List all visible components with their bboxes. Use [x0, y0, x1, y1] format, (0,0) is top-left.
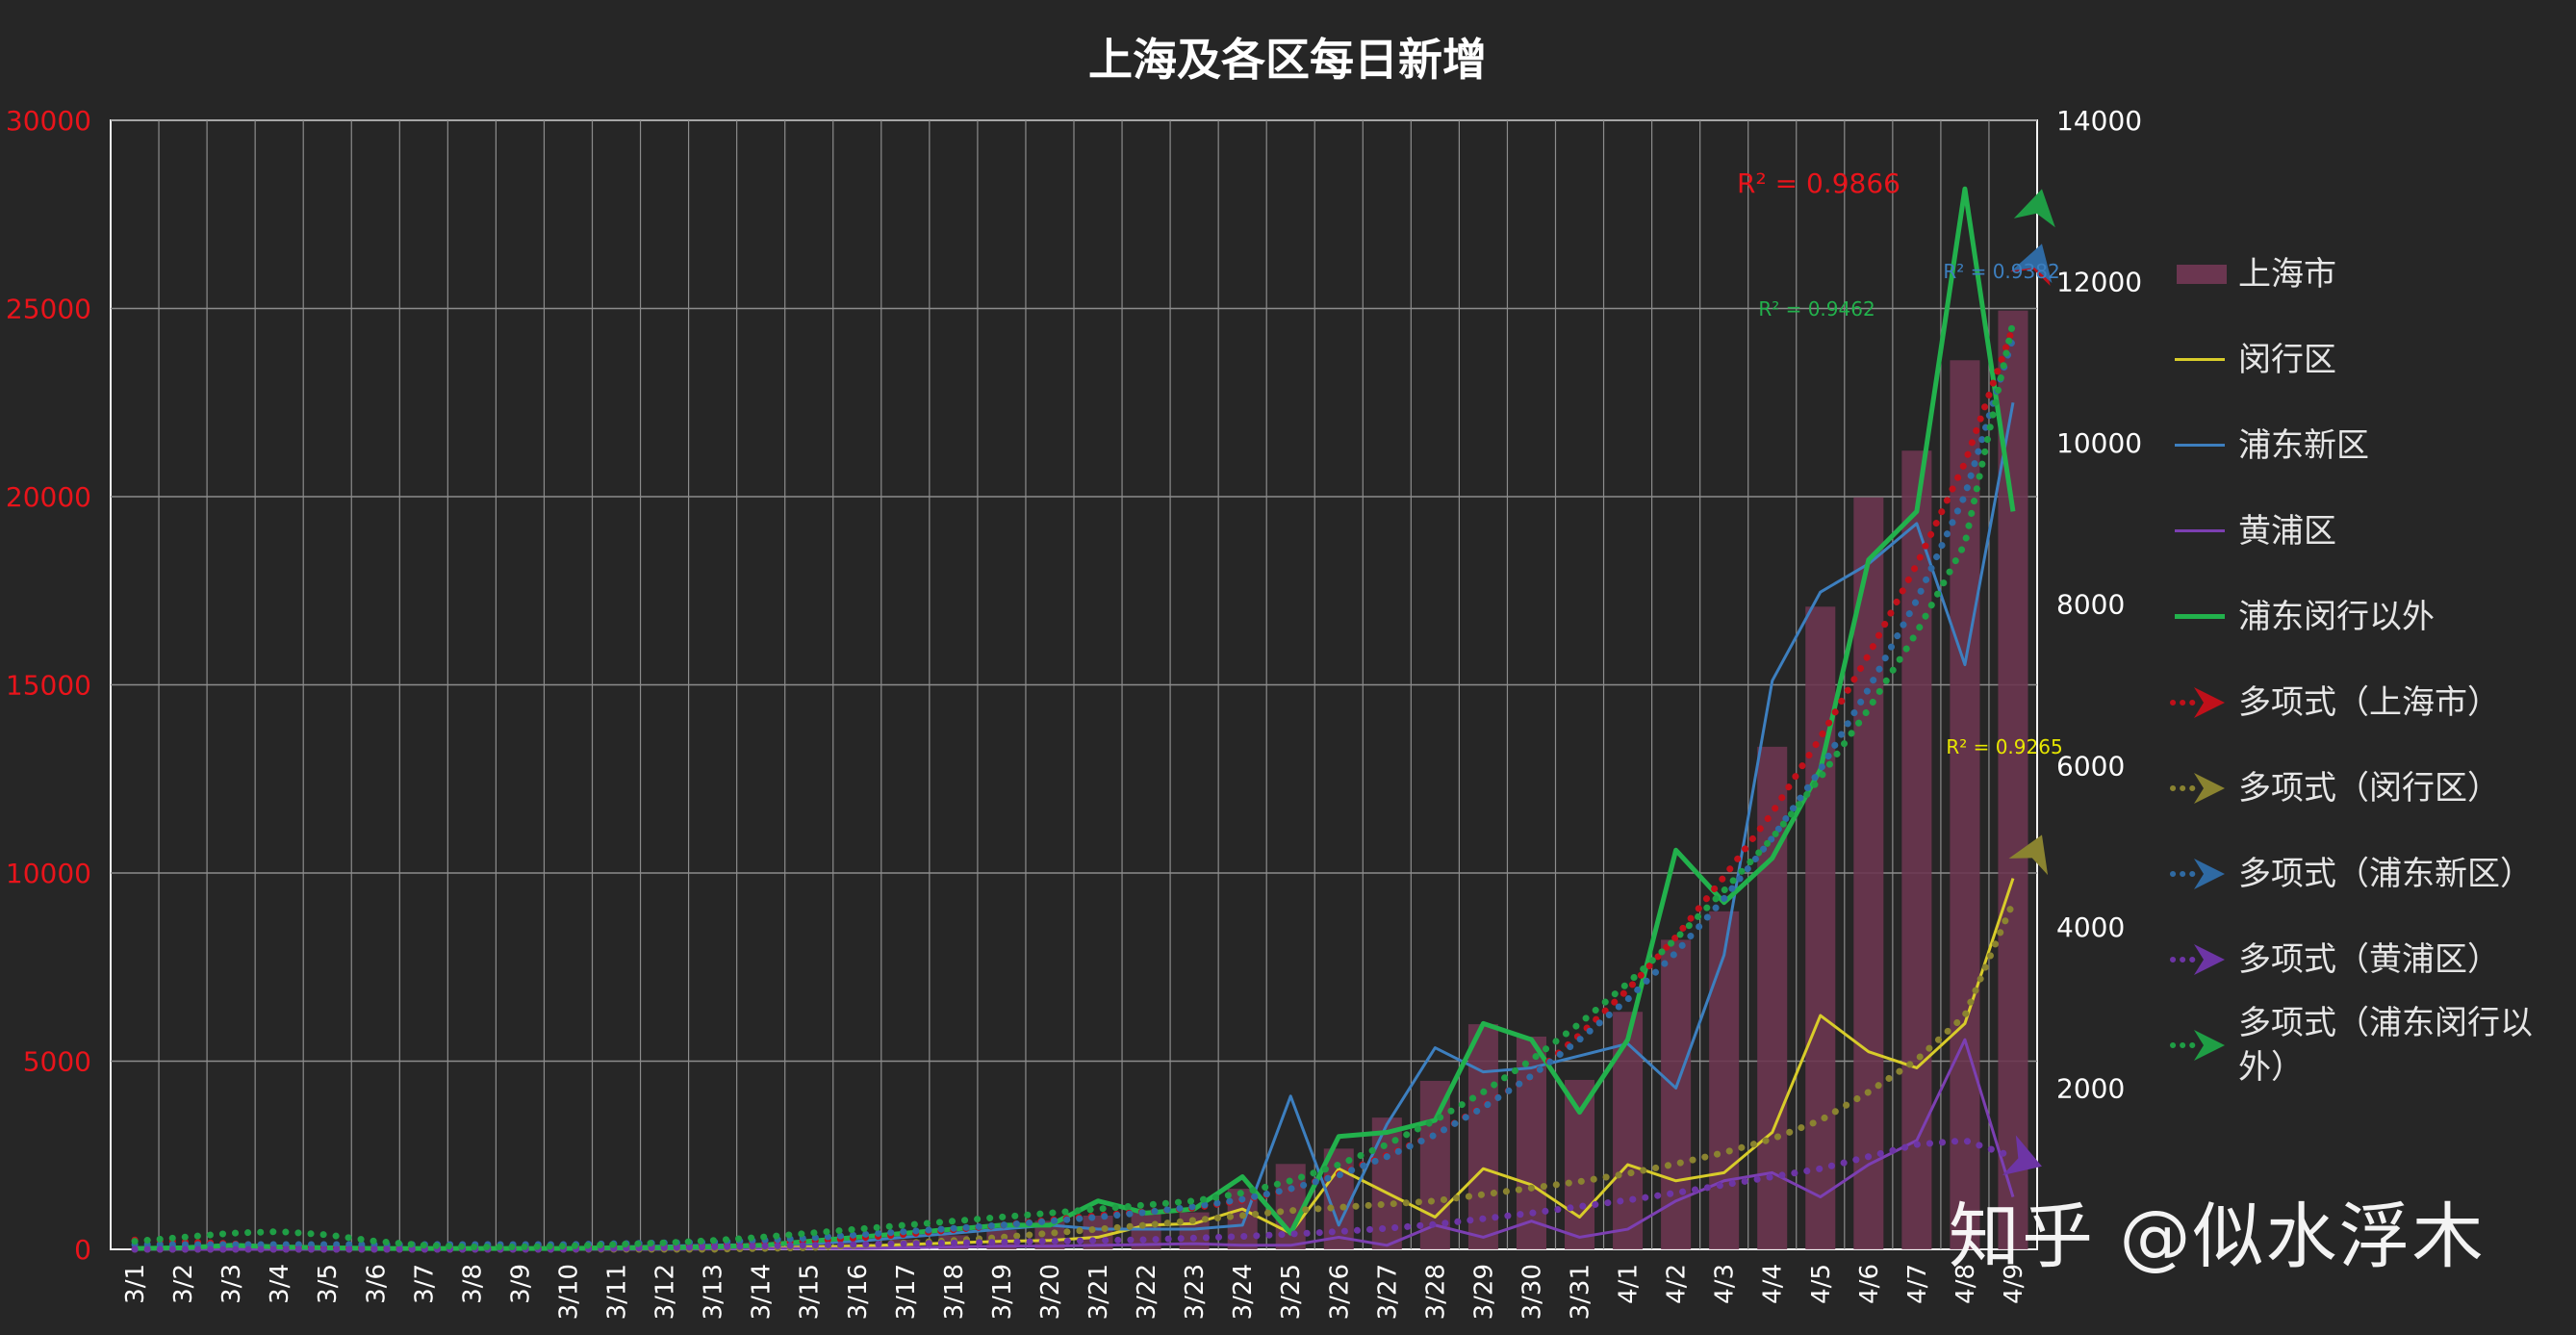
legend-label: 黄浦区 — [2232, 509, 2336, 553]
x-tick-label: 3/25 — [1277, 1264, 1306, 1320]
legend-swatch — [2155, 598, 2232, 636]
legend-label: 多项式（黄浦区） — [2232, 937, 2500, 982]
legend-swatch — [2155, 940, 2232, 979]
x-tick-label: 4/5 — [1807, 1264, 1836, 1304]
y-left-tick-label: 10000 — [6, 858, 91, 889]
x-tick-label: 3/29 — [1469, 1264, 1498, 1320]
x-tick-label: 3/10 — [554, 1264, 583, 1320]
x-tick-label: 3/7 — [410, 1264, 439, 1304]
x-tick-label: 3/2 — [169, 1264, 198, 1304]
legend-swatch — [2155, 855, 2232, 893]
legend-label: 上海市 — [2232, 252, 2336, 296]
x-tick-label: 3/30 — [1518, 1264, 1546, 1320]
legend-item: 上海市 — [2155, 231, 2560, 317]
x-tick-label: 3/16 — [844, 1264, 873, 1320]
legend-item: 浦东新区 — [2155, 402, 2560, 488]
legend-item: 多项式（浦东闵行以外） — [2155, 1002, 2560, 1088]
y-right-tick-label: 14000 — [2056, 105, 2142, 137]
x-tick-label: 3/22 — [1133, 1264, 1161, 1320]
bar-shanghai — [1805, 606, 1835, 1249]
legend-swatch — [2155, 426, 2232, 465]
bar-shanghai — [1661, 939, 1691, 1249]
legend-item: 多项式（上海市） — [2155, 659, 2560, 745]
y-left-tick-label: 5000 — [23, 1046, 91, 1078]
legend-item: 多项式（浦东新区） — [2155, 831, 2560, 916]
legend-swatch — [2155, 255, 2232, 294]
x-tick-label: 3/5 — [314, 1264, 343, 1304]
legend-label: 多项式（浦东闵行以外） — [2232, 1001, 2560, 1090]
r2-label: R² = 0.9382 — [1943, 260, 2059, 283]
legend-label: 多项式（上海市） — [2232, 680, 2500, 725]
x-tick-label: 3/27 — [1373, 1264, 1402, 1320]
r2-label: R² = 0.9462 — [1758, 297, 1875, 321]
x-tick-label: 3/9 — [506, 1264, 535, 1304]
plot-area: R² = 0.9866 R² = 0.9265 R² = 0.9382 R² = 0.… — [6, 105, 2142, 1320]
x-tick-label: 3/15 — [796, 1264, 825, 1320]
legend-swatch — [2155, 683, 2232, 722]
y-right-tick-label: 4000 — [2056, 911, 2125, 943]
legend-label: 浦东闵行以外 — [2232, 595, 2435, 639]
bar-shanghai — [1950, 360, 1979, 1249]
x-tick-label: 3/31 — [1567, 1264, 1595, 1320]
x-tick-label: 3/13 — [700, 1264, 728, 1320]
legend-label: 多项式（浦东新区） — [2232, 852, 2533, 896]
x-tick-label: 3/6 — [362, 1264, 391, 1304]
y-left-tick-label: 15000 — [6, 670, 91, 702]
bar-shanghai — [1709, 911, 1739, 1249]
legend-item: 多项式（黄浦区） — [2155, 916, 2560, 1002]
legend-swatch — [2155, 341, 2232, 379]
y-left-tick-label: 25000 — [6, 294, 91, 325]
y-right-tick-label: 10000 — [2056, 427, 2142, 459]
x-tick-label: 3/14 — [748, 1264, 777, 1320]
x-tick-label: 3/20 — [1036, 1264, 1065, 1320]
legend: 上海市闵行区浦东新区黄浦区浦东闵行以外多项式（上海市） 多项式（闵行区） 多项式（浦… — [2155, 231, 2560, 1088]
x-tick-label: 3/19 — [988, 1264, 1017, 1320]
x-tick-label: 3/24 — [1229, 1264, 1258, 1320]
legend-label: 多项式（闵行区） — [2232, 766, 2500, 810]
x-tick-label: 4/6 — [1855, 1264, 1884, 1304]
x-tick-label: 3/12 — [651, 1264, 680, 1320]
y-right-tick-label: 2000 — [2056, 1072, 2125, 1104]
x-tick-label: 3/1 — [121, 1264, 150, 1304]
y-right-tick-label: 12000 — [2056, 267, 2142, 298]
x-tick-label: 3/23 — [1181, 1264, 1210, 1320]
x-tick-label: 4/1 — [1615, 1264, 1644, 1304]
legend-swatch — [2155, 512, 2232, 551]
y-right-tick-label: 8000 — [2056, 589, 2125, 621]
y-left-tick-label: 0 — [74, 1234, 91, 1266]
r2-label: R² = 0.9265 — [1946, 735, 2062, 758]
legend-item: 闵行区 — [2155, 317, 2560, 402]
x-tick-label: 3/26 — [1325, 1264, 1354, 1320]
y-left-tick-label: 30000 — [6, 105, 91, 137]
legend-swatch — [2155, 769, 2232, 808]
chart-title: 上海及各区每日新增 — [1088, 34, 1487, 86]
x-tick-label: 3/28 — [1421, 1264, 1450, 1320]
x-tick-label: 3/4 — [266, 1264, 294, 1304]
x-tick-label: 3/8 — [458, 1264, 487, 1304]
legend-label: 闵行区 — [2232, 338, 2336, 382]
bar-shanghai — [1565, 1080, 1594, 1249]
x-tick-label: 4/2 — [1663, 1264, 1692, 1304]
x-tick-label: 4/4 — [1759, 1264, 1788, 1304]
x-tick-label: 3/3 — [217, 1264, 246, 1304]
x-tick-label: 4/3 — [1711, 1264, 1740, 1304]
x-tick-label: 3/11 — [603, 1264, 632, 1320]
y-left-tick-label: 20000 — [6, 481, 91, 513]
legend-item: 浦东闵行以外 — [2155, 574, 2560, 659]
watermark: 知乎 @似水浮木 — [1949, 1179, 2486, 1282]
x-tick-label: 3/17 — [892, 1264, 921, 1320]
legend-item: 多项式（闵行区） — [2155, 745, 2560, 831]
legend-item: 黄浦区 — [2155, 488, 2560, 574]
x-tick-label: 3/21 — [1084, 1264, 1113, 1320]
y-right-tick-label: 6000 — [2056, 750, 2125, 782]
legend-label: 浦东新区 — [2232, 424, 2369, 468]
legend-swatch — [2155, 1026, 2232, 1065]
x-tick-label: 3/18 — [940, 1264, 969, 1320]
x-tick-label: 4/7 — [1903, 1264, 1932, 1304]
trendline-arrow — [2014, 185, 2063, 228]
r2-label: R² = 0.9866 — [1737, 167, 1900, 199]
